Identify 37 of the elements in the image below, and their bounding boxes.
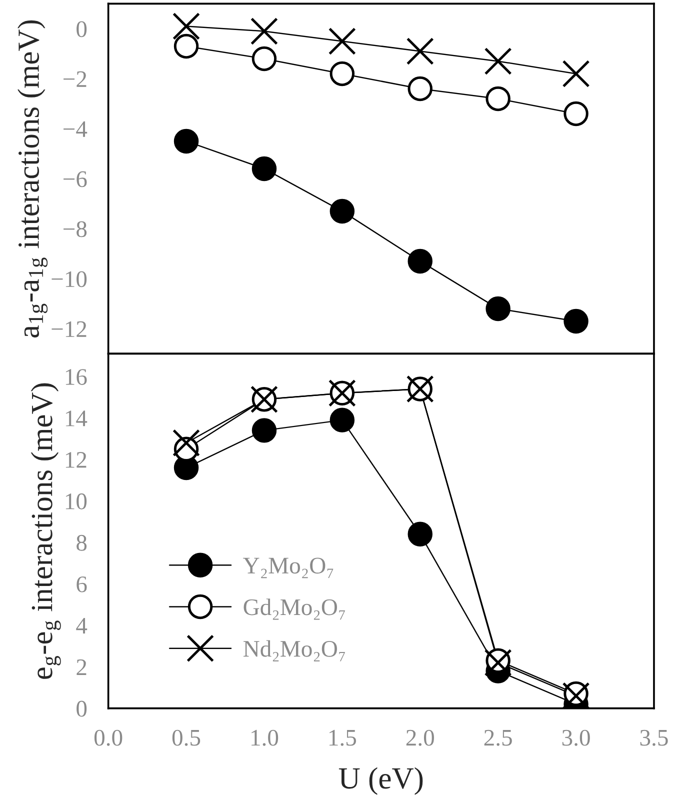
x-axis-title: U (eV) — [338, 767, 423, 795]
x-tick-label: 0.0 — [94, 730, 122, 746]
x-tick-label: 1.5 — [329, 730, 356, 746]
y-tick-label: 14 — [66, 410, 88, 426]
x-tick-label: 3.5 — [640, 730, 668, 746]
legend-label: Nd₂Mo₂O₇ — [243, 640, 345, 662]
y-tick-label: 6 — [76, 576, 87, 592]
point — [406, 37, 434, 65]
y-tick-label: 2 — [76, 659, 86, 676]
x-tick-label: 2.0 — [406, 730, 434, 746]
y-tick-label: 10 — [66, 493, 87, 510]
point — [172, 12, 200, 40]
point — [484, 47, 512, 75]
y-tick-label: 0 — [76, 700, 87, 717]
x-tick-label: 2.5 — [484, 730, 512, 746]
y-axis-title: e$_{g}$-e$_{g}$ interactions (meV) — [30, 383, 61, 679]
y-tick-label: −12 — [52, 321, 86, 337]
y-tick-label: −6 — [64, 171, 87, 188]
y-tick-label: 0 — [76, 21, 87, 38]
point — [562, 60, 590, 88]
x-tick-label: 1.0 — [252, 730, 278, 746]
y-tick-label: 12 — [66, 452, 86, 468]
point — [328, 27, 356, 55]
point — [172, 429, 200, 457]
y-axis-title: a$_{1g}$-a$_{1g}$ interactions (meV) — [18, 20, 48, 338]
y-tick-label: 16 — [66, 369, 87, 385]
y-tick-label: 8 — [76, 534, 87, 551]
y-tick-label: 4 — [76, 618, 88, 634]
x-tick-label: 0.5 — [172, 730, 200, 746]
y-tick-label: −2 — [64, 71, 86, 87]
legend-label: Y₂Mo₂O₇ — [243, 558, 334, 578]
y-tick-label: −4 — [64, 121, 88, 137]
point — [250, 17, 278, 45]
y-tick-label: −8 — [64, 221, 87, 238]
legend-label: Gd₂Mo₂O₇ — [244, 598, 345, 620]
x-tick-label: 3.0 — [562, 730, 590, 746]
y-tick-label: −10 — [52, 271, 87, 288]
